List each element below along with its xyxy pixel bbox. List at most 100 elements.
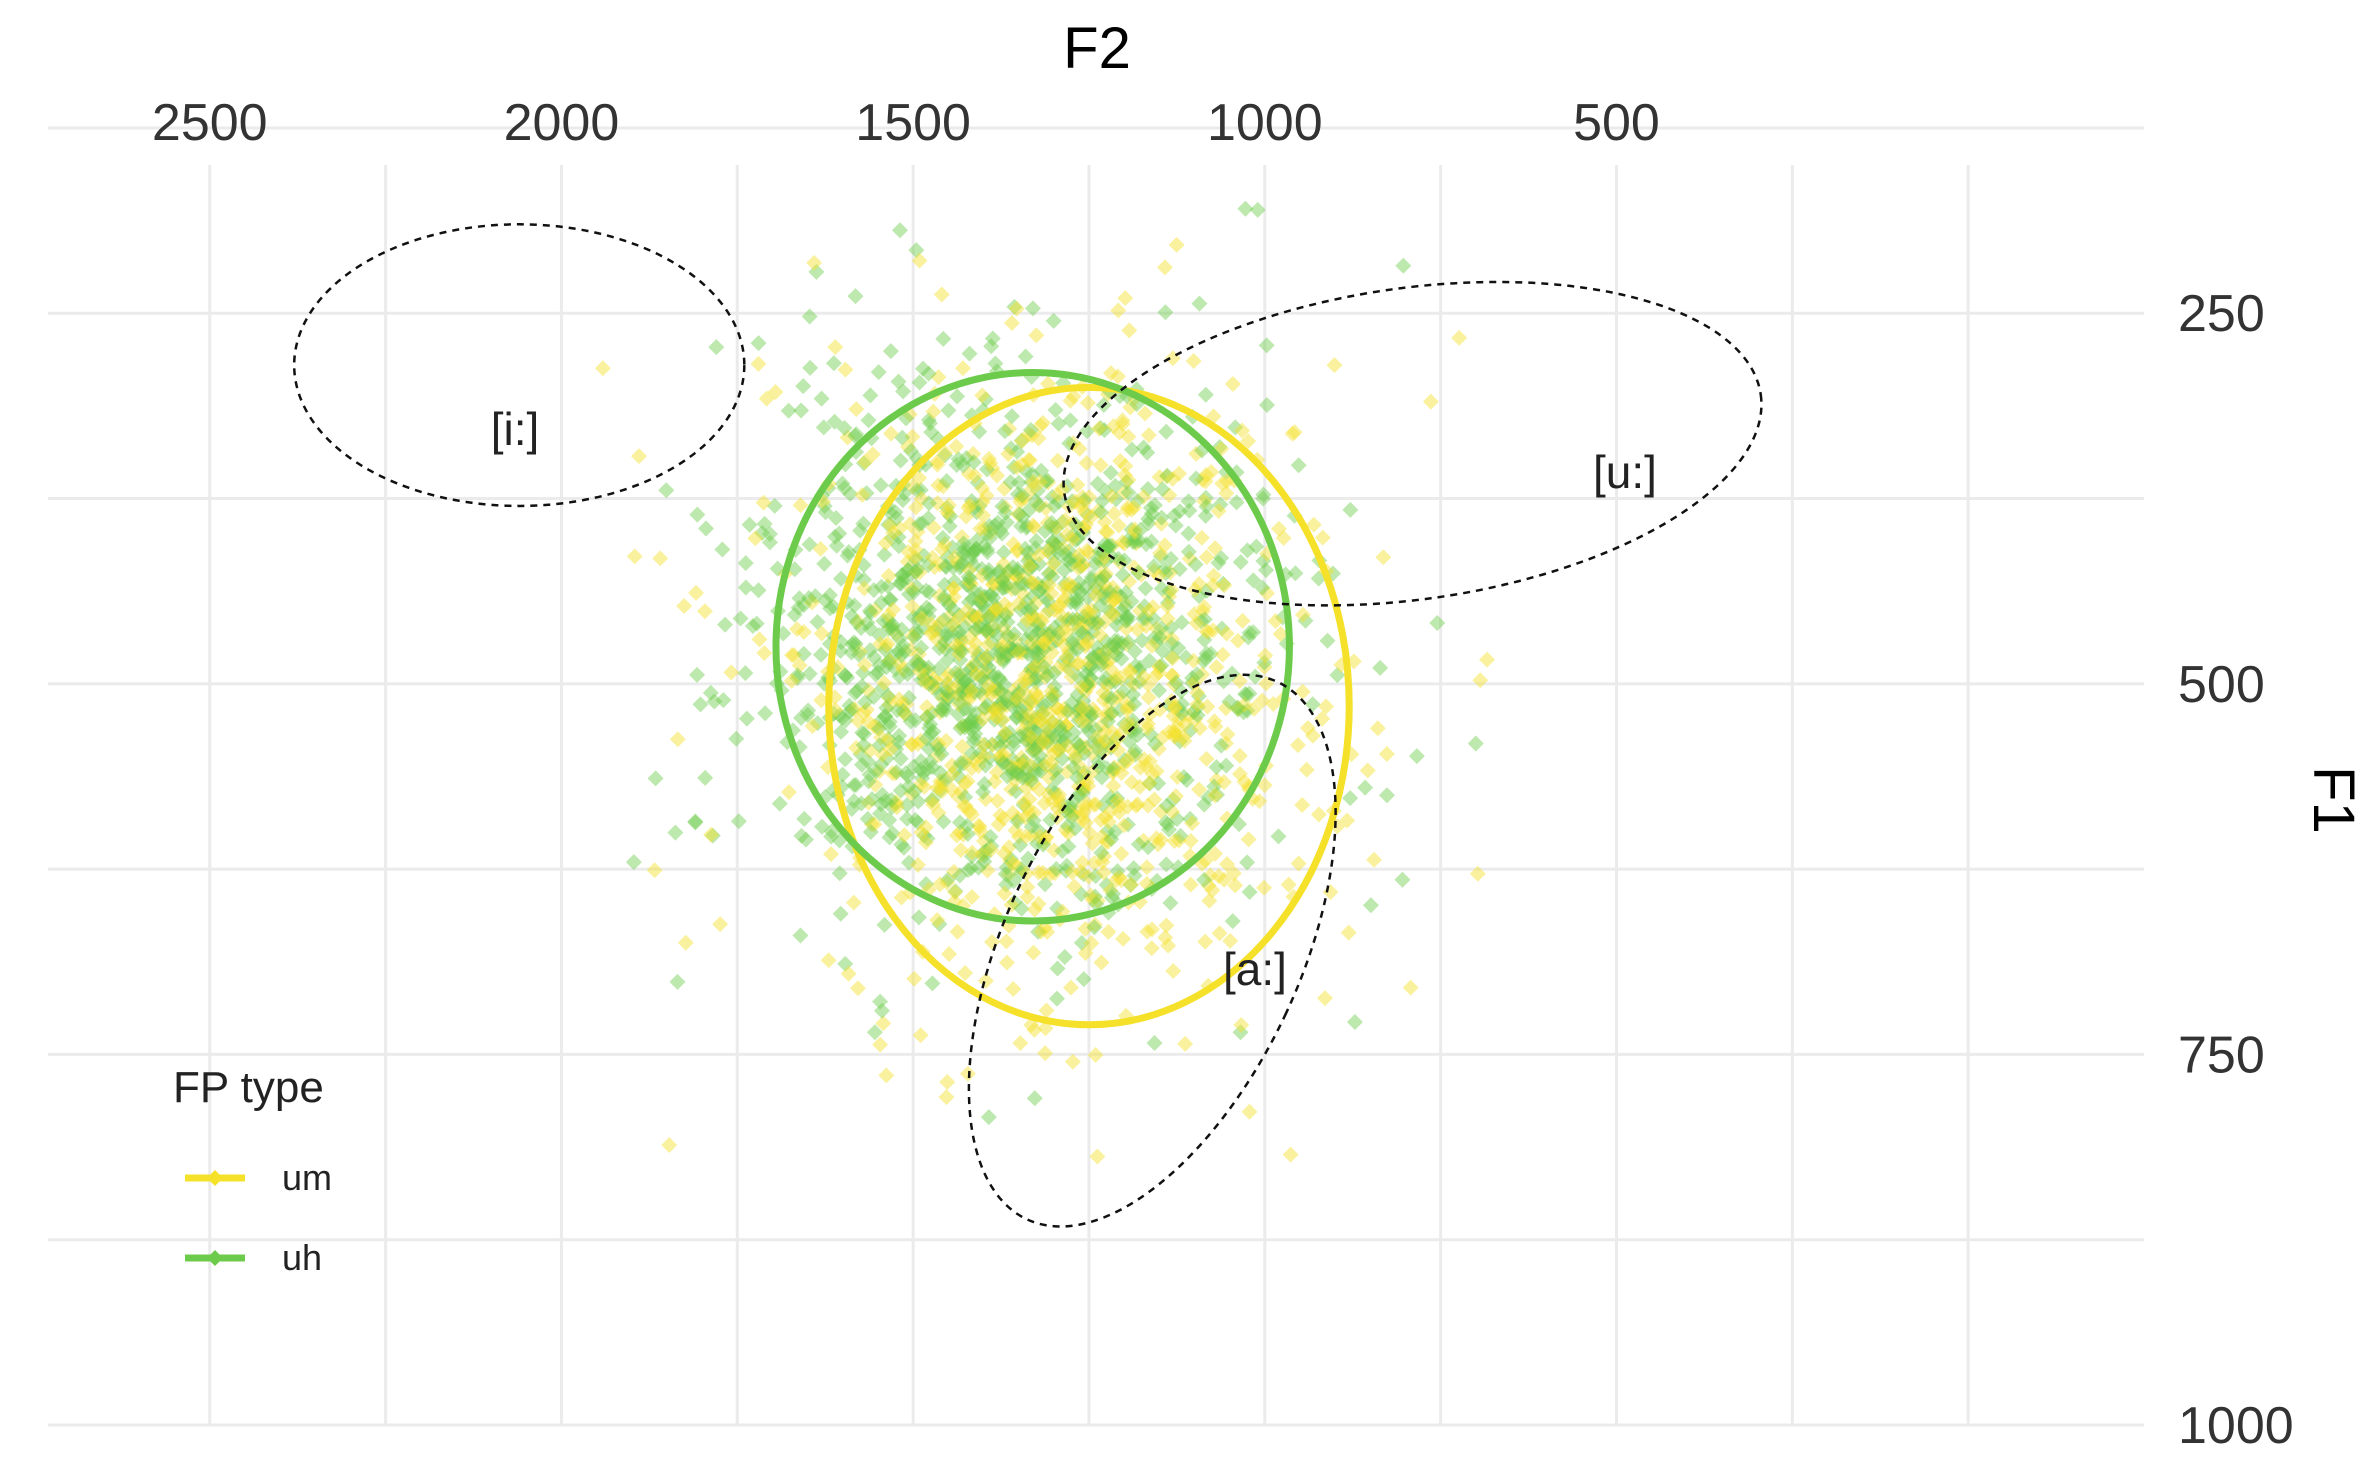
data-point-um: [1084, 835, 1101, 852]
data-point-uh: [971, 423, 988, 440]
data-point-uh: [1198, 498, 1215, 515]
data-point-um: [1046, 865, 1063, 882]
data-point-um: [1095, 864, 1112, 881]
data-point-um: [957, 797, 974, 814]
data-point-uh: [1109, 863, 1126, 880]
data-point-uh: [997, 504, 1014, 521]
data-point-uh: [1009, 762, 1026, 779]
data-point-uh: [809, 715, 826, 732]
data-point-um: [1010, 757, 1027, 774]
data-point-uh: [960, 538, 977, 555]
data-point-uh: [916, 670, 933, 687]
data-point-um: [856, 580, 873, 597]
data-point-um: [881, 653, 898, 670]
data-point-uh: [989, 626, 1006, 643]
data-point-uh: [1094, 493, 1111, 510]
data-point-uh: [949, 388, 966, 405]
data-point-um: [1207, 845, 1224, 862]
data-point-uh: [853, 619, 870, 636]
data-point-um: [1019, 799, 1036, 816]
data-point-uh: [963, 711, 980, 728]
data-point-uh: [832, 570, 849, 587]
data-point-um: [1151, 468, 1168, 485]
data-point-uh: [992, 738, 1009, 755]
data-point-um: [896, 705, 913, 722]
data-point-uh: [1180, 525, 1197, 542]
data-point-um: [1014, 707, 1031, 724]
data-point-um: [1131, 778, 1148, 795]
data-point-um: [1189, 696, 1206, 713]
data-point-uh: [1180, 493, 1197, 510]
data-point-uh: [1112, 588, 1129, 605]
data-point-uh: [1238, 686, 1255, 703]
data-point-uh: [976, 853, 993, 870]
data-point-um: [1017, 667, 1034, 684]
data-point-um: [1214, 646, 1231, 663]
data-point-uh: [1023, 818, 1040, 835]
data-point-uh: [1213, 737, 1230, 754]
data-point-uh: [902, 713, 919, 730]
data-point-um: [965, 751, 982, 768]
data-point-um: [1053, 607, 1070, 624]
data-point-uh: [961, 676, 978, 693]
data-point-uh: [1127, 722, 1144, 739]
data-point-um: [1044, 687, 1061, 704]
data-point-uh: [1011, 758, 1028, 775]
data-point-uh: [1074, 625, 1091, 642]
data-point-uh: [1018, 643, 1035, 660]
data-point-um: [985, 604, 1002, 621]
data-point-uh: [1163, 619, 1180, 636]
data-point-um: [1087, 1046, 1104, 1063]
data-point-uh: [1034, 705, 1051, 722]
data-point-uh: [889, 702, 906, 719]
data-point-uh: [1045, 312, 1062, 329]
data-point-um: [878, 1067, 895, 1084]
data-point-uh: [1123, 593, 1140, 610]
data-point-uh: [823, 828, 840, 845]
data-point-uh: [717, 616, 734, 633]
data-point-uh: [801, 665, 818, 682]
data-point-uh: [876, 546, 893, 563]
data-point-uh: [1051, 718, 1068, 735]
data-point-uh: [1304, 696, 1321, 713]
data-point-uh: [1103, 690, 1120, 707]
data-point-um: [1096, 848, 1113, 865]
data-point-um: [1051, 598, 1068, 615]
data-point-uh: [938, 472, 955, 489]
data-point-uh: [1115, 683, 1132, 700]
data-point-uh: [1056, 949, 1073, 966]
data-point-um: [904, 736, 921, 753]
data-point-uh: [1004, 751, 1021, 768]
data-point-uh: [1097, 553, 1114, 570]
data-point-uh: [1105, 886, 1122, 903]
data-point-um: [1289, 737, 1306, 754]
data-point-um: [1318, 698, 1335, 715]
data-point-um: [1030, 497, 1047, 514]
data-point-uh: [697, 769, 714, 786]
data-point-uh: [1044, 569, 1061, 586]
data-point-uh: [1029, 639, 1046, 656]
data-point-uh: [974, 597, 991, 614]
data-point-uh: [1090, 732, 1107, 749]
data-point-uh: [1043, 514, 1060, 531]
data-point-uh: [1059, 702, 1076, 719]
data-point-um: [963, 682, 980, 699]
data-point-uh: [1003, 408, 1020, 425]
data-point-um: [882, 517, 899, 534]
data-point-um: [1270, 520, 1287, 537]
data-point-uh: [1013, 708, 1030, 725]
data-point-um: [1175, 728, 1192, 745]
data-point-uh: [1087, 888, 1104, 905]
data-point-um: [864, 446, 881, 463]
data-point-uh: [853, 795, 870, 812]
data-point-um: [924, 792, 941, 809]
data-point-uh: [953, 672, 970, 689]
data-point-um: [1083, 508, 1100, 525]
data-point-um: [1224, 375, 1241, 392]
data-point-um: [1105, 418, 1122, 435]
reference-vowel-ellipses: [i:][u:][a:]: [292, 223, 1763, 1228]
data-point-um: [963, 889, 980, 906]
data-point-uh: [1036, 576, 1053, 593]
data-point-uh: [888, 764, 905, 781]
data-point-um: [1087, 615, 1104, 632]
